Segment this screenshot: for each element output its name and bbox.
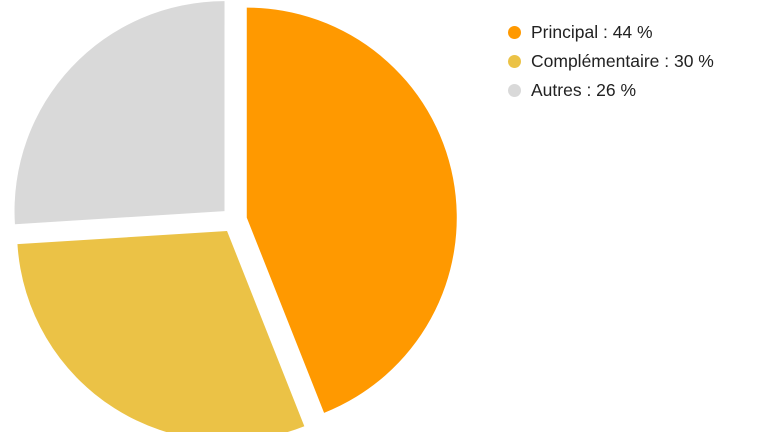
legend-item-complementaire: Complémentaire : 30 %: [508, 47, 714, 76]
legend-label-principal: Principal : 44 %: [531, 22, 653, 42]
legend-swatch-autres: [508, 84, 521, 97]
pie-slice-principal: [246, 7, 457, 413]
chart-legend: Principal : 44 % Complémentaire : 30 % Aut…: [508, 18, 714, 105]
legend-label-complementaire: Complémentaire : 30 %: [531, 51, 714, 71]
pie-slice-complementaire: [17, 230, 305, 437]
legend-item-autres: Autres : 26 %: [508, 76, 714, 105]
legend-item-principal: Principal : 44 %: [508, 18, 714, 47]
legend-swatch-complementaire: [508, 55, 521, 68]
legend-swatch-principal: [508, 26, 521, 39]
pie-chart: [14, 1, 457, 437]
pie-slice-autres: [14, 1, 225, 225]
legend-label-autres: Autres : 26 %: [531, 80, 637, 100]
pie-chart-svg: [14, 1, 457, 437]
